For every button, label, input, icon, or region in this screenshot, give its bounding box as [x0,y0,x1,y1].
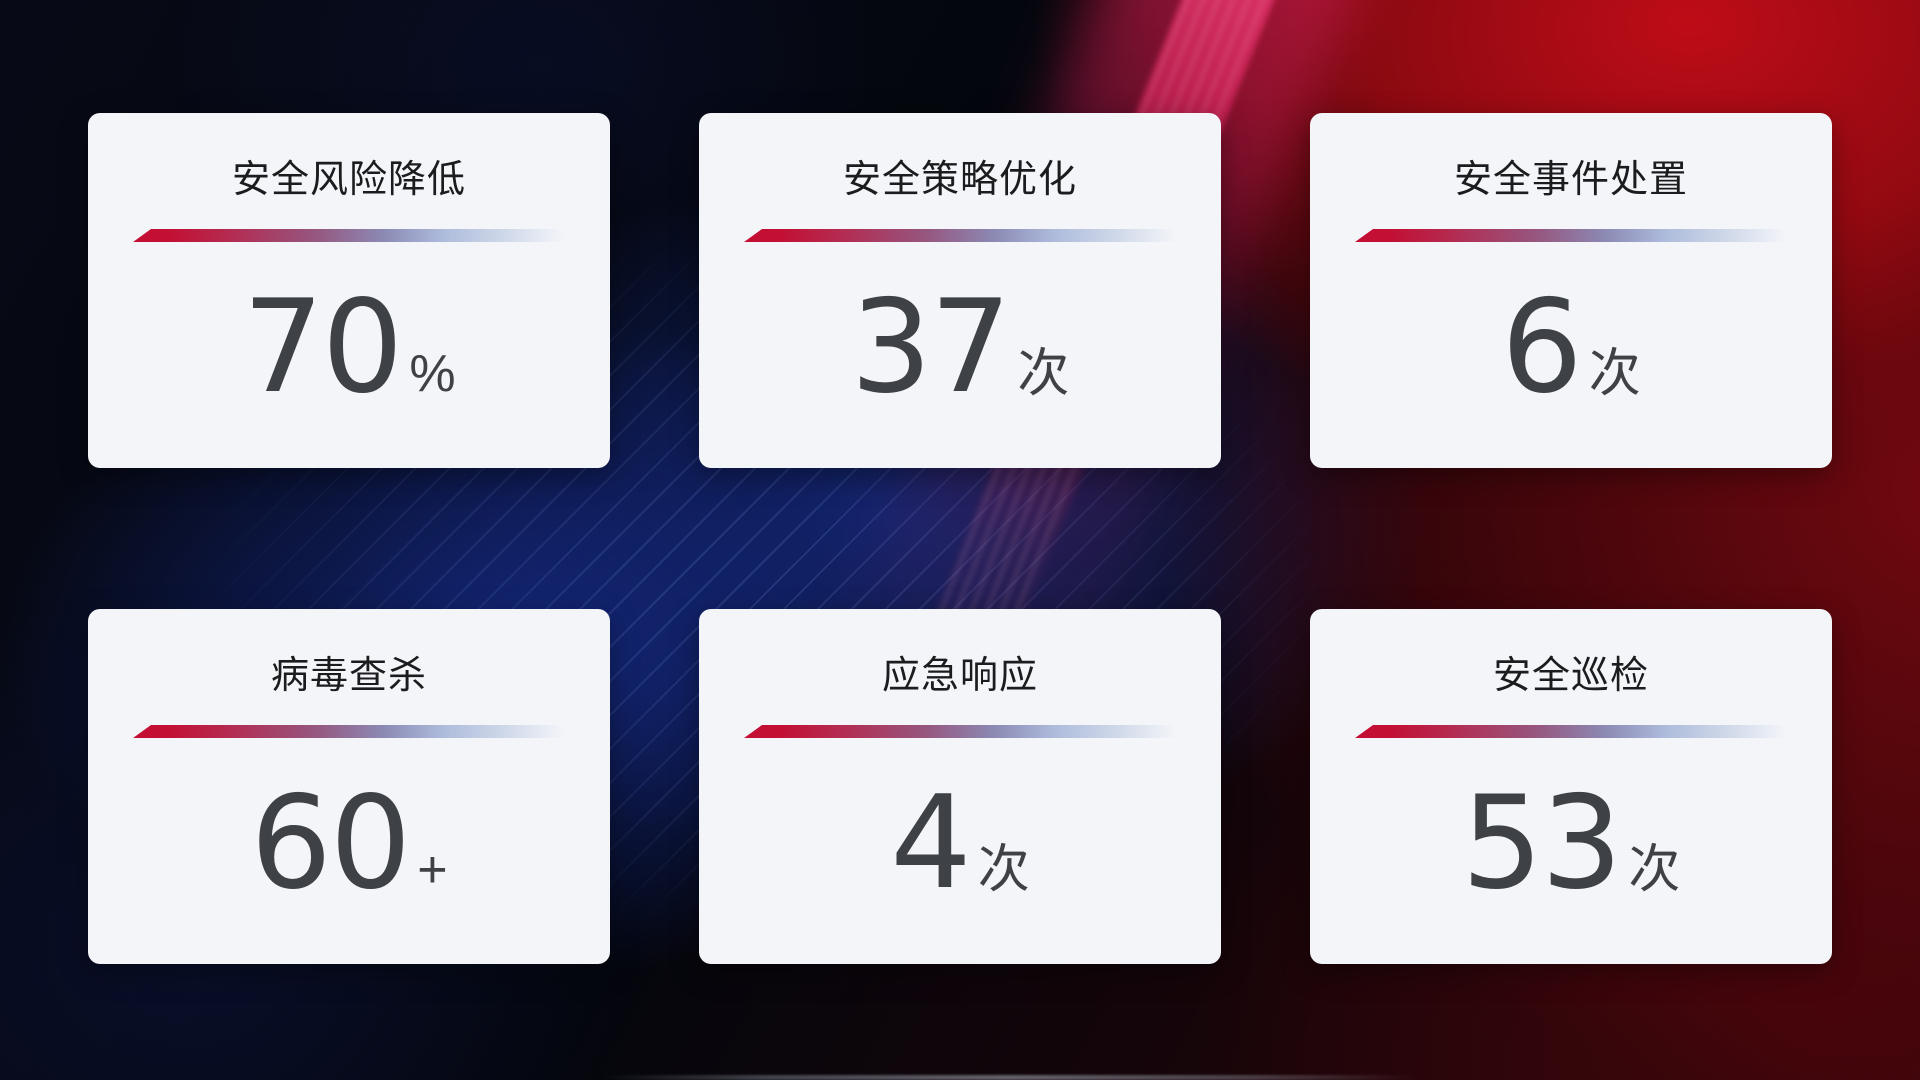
gradient-divider [1355,229,1787,242]
stat-unit: + [417,841,448,899]
stat-unit: 次 [1628,841,1681,899]
card-value: 4 次 [890,738,1029,964]
card-title: 安全巡检 [1492,655,1649,697]
gradient-divider [744,229,1176,242]
card-value: 60 + [250,738,447,964]
stat-number: 4 [890,769,971,918]
stat-card-security-incident-handling: 安全事件处置 6 次 [1310,113,1832,468]
gradient-divider [133,725,565,738]
stat-number: 53 [1461,769,1623,918]
stat-number: 70 [242,273,403,422]
stat-number: 6 [1501,273,1582,422]
card-value: 37 次 [851,242,1070,468]
stat-number: 37 [850,273,1012,422]
card-title: 病毒查杀 [270,655,427,697]
stat-unit: 次 [1588,345,1641,403]
card-title: 应急响应 [881,655,1038,697]
stat-card-grid: 安全风险降低 70 % 安全策略优化 37 次 安全事件处置 [88,113,1832,964]
card-title: 安全事件处置 [1453,159,1688,201]
stat-card-virus-scan: 病毒查杀 60 + [88,609,610,964]
gradient-divider [1355,725,1787,738]
stat-unit: 次 [977,841,1030,899]
gradient-divider [744,725,1176,738]
card-title: 安全策略优化 [842,159,1077,201]
stat-card-security-policy-optimization: 安全策略优化 37 次 [699,113,1221,468]
card-title: 安全风险降低 [231,159,466,201]
stat-card-security-risk-reduction: 安全风险降低 70 % [88,113,610,468]
stat-unit: 次 [1017,345,1070,403]
card-value: 6 次 [1501,242,1640,468]
stat-unit: % [409,345,456,403]
stat-card-security-inspection: 安全巡检 53 次 [1310,609,1832,964]
stat-card-emergency-response: 应急响应 4 次 [699,609,1221,964]
gradient-divider [133,229,565,242]
card-value: 70 % [242,242,455,468]
card-value: 53 次 [1462,738,1681,964]
stat-number: 60 [250,769,411,918]
bottom-edge-glow [600,1075,1420,1080]
